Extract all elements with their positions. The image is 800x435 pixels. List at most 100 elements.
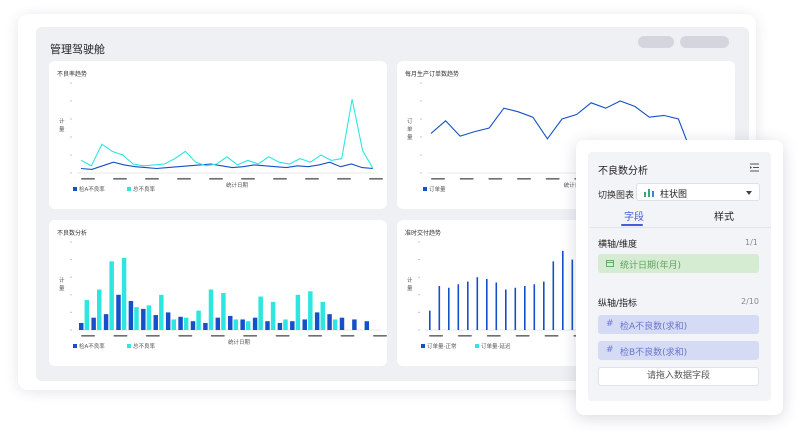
y-tick-mark xyxy=(420,172,422,174)
chart-title: 不良率趋势 xyxy=(57,71,88,78)
dashboard-title: 管理驾驶舱 xyxy=(50,43,105,56)
x-axis-label: 统计日期 xyxy=(228,338,251,346)
x-tick-label xyxy=(305,178,319,180)
bar-series-a xyxy=(265,321,270,330)
x-axis-count: 1/1 xyxy=(745,238,758,247)
bar-series-a xyxy=(153,315,158,330)
x-tick-label xyxy=(486,335,501,337)
x-tick-label xyxy=(145,178,159,180)
toolbar-placeholder-button[interactable] xyxy=(638,36,674,48)
bar-series-a xyxy=(467,281,469,330)
y-axis-section-title: 纵轴/指标 xyxy=(598,299,638,309)
x-axis-field-pill[interactable]: 统计日期(年月) xyxy=(598,254,759,273)
x-tick-label xyxy=(459,178,474,180)
x-tick-label xyxy=(210,335,225,337)
chart-title: 每月生产订单数趋势 xyxy=(405,71,460,78)
bar-series-b xyxy=(320,301,325,330)
bar-series-a xyxy=(495,282,498,330)
bar-series-a xyxy=(252,317,258,330)
bar-series-b xyxy=(308,291,313,330)
chart-title: 准时交付趋势 xyxy=(405,230,442,237)
y-tick-mark xyxy=(418,259,420,261)
bar-series-b xyxy=(97,289,102,330)
y-tick-mark xyxy=(420,82,422,84)
series-line xyxy=(80,99,374,169)
y-tick-mark xyxy=(70,118,72,120)
chevron-down-icon xyxy=(746,191,752,195)
bar-series-a xyxy=(103,314,109,330)
x-axis-label: 统计日期 xyxy=(226,181,249,189)
active-tab-indicator xyxy=(621,224,643,226)
panel-title: 不良数分析 xyxy=(598,166,648,177)
x-axis-section-title: 横轴/维度 xyxy=(598,240,638,250)
legend-swatch xyxy=(421,344,425,348)
bar-series-a xyxy=(290,321,295,330)
bar-series-a xyxy=(116,294,121,330)
bar-series-a xyxy=(165,312,171,330)
bar-chart-icon xyxy=(644,189,654,197)
x-tick-label xyxy=(488,178,503,180)
legend-label: 总不良率 xyxy=(133,342,156,350)
x-tick-label xyxy=(337,178,351,180)
legend-swatch xyxy=(127,344,131,348)
legend-label: 检A不良率 xyxy=(79,342,105,350)
chart-title: 不良数分析 xyxy=(57,230,88,237)
y-tick-mark xyxy=(70,311,72,313)
y-axis-field-label: 检B不良数(求和) xyxy=(620,348,688,358)
y-tick-mark xyxy=(70,259,72,261)
x-tick-label xyxy=(517,178,531,180)
tab-fields[interactable]: 字段 xyxy=(624,212,644,223)
y-axis-label: 量 xyxy=(407,134,413,141)
chart-type-select[interactable]: 柱状图 xyxy=(636,183,760,201)
y-axis-label: 量 xyxy=(59,285,65,292)
legend-label: 检A不良率 xyxy=(79,185,105,193)
bar-series-a xyxy=(552,261,555,330)
toolbar-placeholder-button[interactable] xyxy=(680,36,729,48)
chart-card-defect-trend[interactable]: 不良率趋势 计量统计日期 检A不良率 总不良率 xyxy=(49,61,387,209)
bar-series-a xyxy=(448,287,450,330)
bar-series-b xyxy=(84,300,90,330)
bar-series-a xyxy=(302,319,307,330)
y-axis-field-pill[interactable]: # 检A不良数(求和) xyxy=(598,315,759,334)
y-tick-mark xyxy=(420,154,422,156)
bar-series-a xyxy=(514,287,517,330)
legend-label: 订单量-延迟 xyxy=(481,342,511,350)
field-drop-zone[interactable]: 请拖入数据字段 xyxy=(598,367,759,386)
chart-type-value: 柱状图 xyxy=(660,190,688,200)
bar-series-a xyxy=(364,321,370,330)
tab-style[interactable]: 样式 xyxy=(714,212,734,223)
collapse-panel-icon[interactable] xyxy=(749,162,760,173)
bar-series-a xyxy=(562,250,564,330)
bar-series-a xyxy=(524,286,526,330)
bar-series-a xyxy=(533,284,536,330)
y-tick-mark xyxy=(70,241,72,243)
y-axis-field-pill[interactable]: # 检B不良数(求和) xyxy=(598,341,759,360)
bar-series-b xyxy=(134,307,139,330)
legend-swatch xyxy=(423,187,427,191)
x-tick-label xyxy=(209,178,223,180)
y-axis-label: 计 xyxy=(59,276,65,284)
x-axis-label: 统计日 xyxy=(564,181,581,189)
x-tick-label xyxy=(544,335,559,337)
x-tick-label xyxy=(308,335,323,337)
bar-series-a xyxy=(128,300,134,330)
x-tick-label xyxy=(369,178,383,180)
x-tick-label xyxy=(81,335,95,337)
bar-series-b xyxy=(270,301,276,330)
y-axis-label: 计 xyxy=(407,276,413,284)
bar-series-b xyxy=(196,310,201,330)
bar-series-a xyxy=(215,317,221,330)
legend-label: 订单量-正常 xyxy=(427,342,457,350)
legend-swatch xyxy=(73,344,77,348)
chart-card-defect-analysis[interactable]: 不良数分析 计量统计日期检A不良率 总不良率 xyxy=(49,220,387,366)
bar-series-b xyxy=(146,305,152,330)
y-axis-label: 计 xyxy=(59,117,65,125)
bar-series-a xyxy=(339,317,345,330)
bar-series-a xyxy=(141,308,146,330)
calendar-icon xyxy=(606,260,614,267)
x-tick-label xyxy=(340,335,355,337)
x-axis-field-label: 统计日期(年月) xyxy=(620,261,682,271)
bar-series-b xyxy=(159,294,164,330)
bar-series-b xyxy=(183,317,189,330)
